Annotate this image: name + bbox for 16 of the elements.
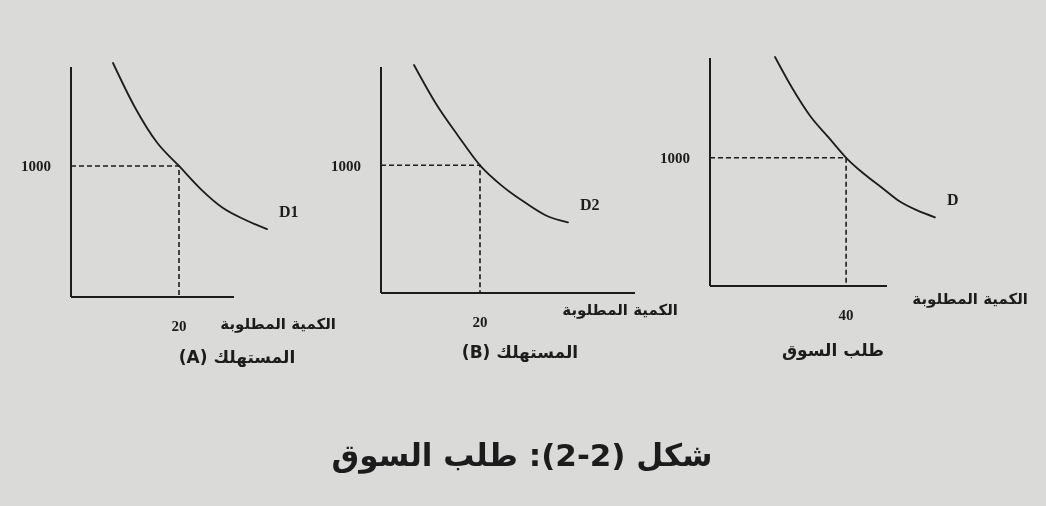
text: 20 [171,318,187,334]
x-axis-title: الكمية المطلوبة [562,301,678,319]
series-label: D [947,191,959,209]
text: شكل (2-2): طلب السوق [331,437,713,474]
series-label: D2 [580,196,600,214]
text: 1000 [21,158,51,175]
text: 20 [472,314,488,330]
text: طلب السوق [781,340,885,361]
text: 1000 [331,157,361,174]
x-axis-title: الكمية المطلوبة [912,290,1028,308]
text: المستهلك (A) [178,347,296,368]
series-label: D1 [279,203,299,221]
text: 40 [838,307,854,323]
text: 1000 [660,150,690,167]
text: المستهلك (B) [461,342,579,363]
x-axis-title: الكمية المطلوبة [220,315,336,333]
